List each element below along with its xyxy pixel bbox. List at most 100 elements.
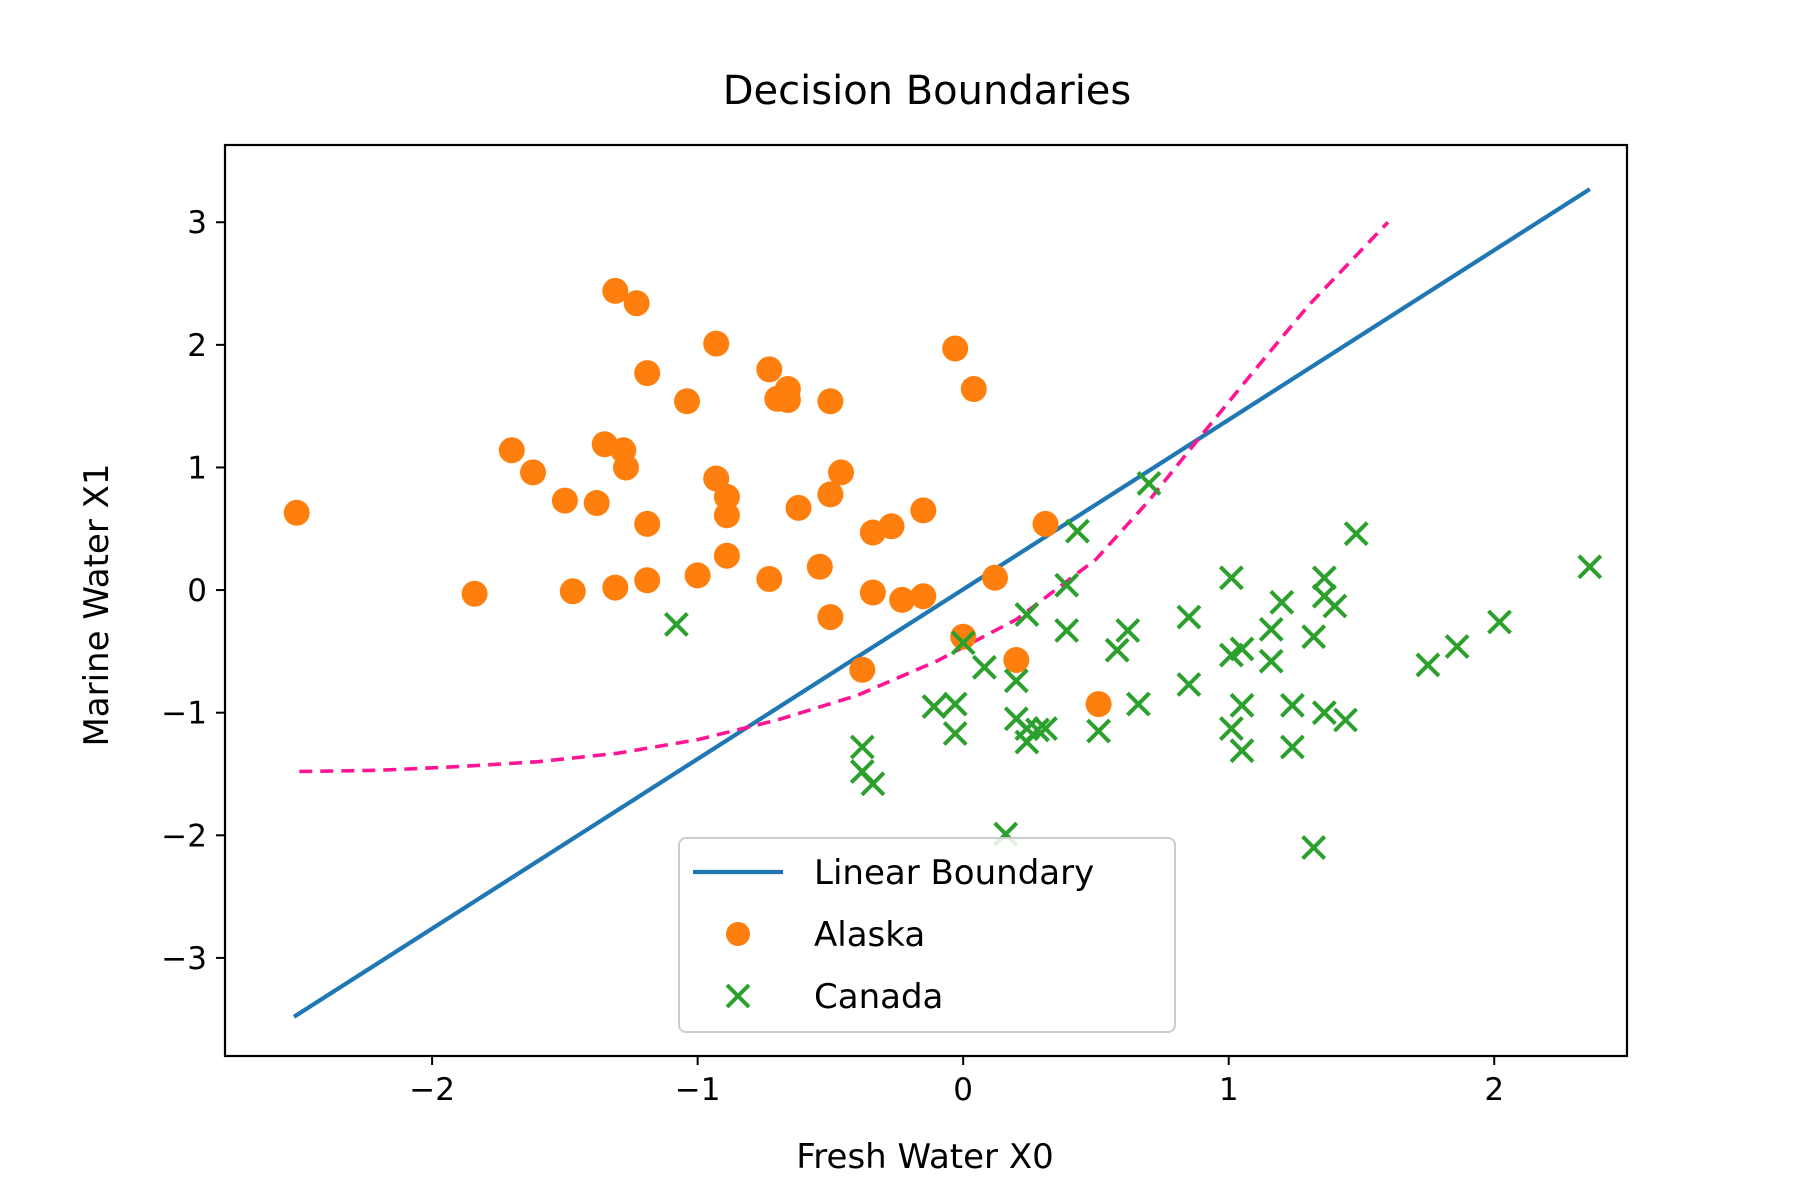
alaska-point [889,586,916,613]
alaska-point [859,579,886,606]
canada-point [1343,521,1369,547]
alaska-point [703,330,730,357]
alaska-point [1032,510,1059,537]
legend-alaska-swatch [726,922,750,946]
alaska-point [817,604,844,631]
canada-point [1229,636,1255,662]
canada-point [1176,604,1202,630]
alaska-point [623,290,650,317]
legend: Linear Boundary Alaska Canada [678,837,1176,1033]
alaska-point [602,574,629,601]
x-ticks: −2 −1 0 1 2 [409,1056,1504,1108]
x-tick-label: −2 [409,1072,455,1108]
canada-point [1176,672,1202,697]
alaska-point [950,623,977,650]
canada-point [860,771,886,797]
canada-point [1258,648,1284,674]
alaska-point [910,497,937,524]
canada-point [1301,835,1327,861]
alaska-point [498,437,525,464]
alaska-point [982,564,1008,591]
canada-point [1229,692,1255,718]
alaska-point [817,388,844,415]
canada-point [942,721,968,746]
alaska-point [960,376,987,402]
x-tick-label: 2 [1484,1072,1504,1108]
legend-label-linear: Linear Boundary [814,853,1094,893]
alaska-point [674,388,700,415]
canada-point [921,694,947,720]
alaska-point [634,360,661,387]
y-tick-label: 1 [187,450,207,486]
canada-point [849,734,875,760]
canada-point [1125,691,1151,717]
canada-point [1269,589,1295,615]
canada-point [1444,634,1470,659]
y-tick-label: −1 [161,696,207,732]
y-tick-label: −3 [161,941,207,977]
chart-title: Decision Boundaries [723,68,1132,114]
alaska-point [785,494,812,521]
canada-point [1333,707,1358,733]
y-tick-label: 0 [187,573,207,609]
alaska-point [910,583,937,610]
y-axis-label: Marine Water X1 [77,463,117,746]
canada-point [971,654,997,680]
alaska-point [849,656,876,683]
alaska-point [828,459,854,486]
alaska-point [756,566,783,592]
alaska-point [583,490,610,516]
canada-point [1054,572,1080,598]
alaska-point [559,578,586,605]
canada-point [1104,637,1130,663]
alaska-point [461,580,488,607]
alaska-point [713,502,740,529]
canada-point [663,611,689,637]
canada-point [1311,565,1337,591]
canada-point [1086,718,1112,744]
alaska-point [602,277,629,304]
canada-point [1218,565,1244,591]
canada-point [1311,700,1337,726]
alaska-point [613,454,639,481]
canada-point [1577,554,1603,580]
legend-canada-swatch [725,983,751,1009]
alaska-point [1003,647,1030,673]
y-tick-label: 2 [187,328,207,364]
canada-point [1229,738,1255,764]
plot-frame [223,143,1629,1058]
alaska-point [878,513,905,540]
alaska-point [756,356,783,383]
canada-point [1218,716,1244,742]
legend-label-canada: Canada [814,977,943,1017]
alaska-point [283,499,310,526]
x-axis-label: Fresh Water X0 [796,1137,1054,1177]
legend-box [678,837,1176,1033]
canada-point [1136,470,1162,496]
alaska-point [817,481,844,508]
canada-point [1301,624,1327,650]
alaska-point [1085,691,1112,718]
alaska-point [634,567,661,594]
alaska-point [774,387,801,413]
x-tick-label: −1 [675,1072,721,1108]
alaska-point [942,335,969,362]
y-tick-label: −2 [161,818,207,854]
y-tick-label: 3 [187,205,207,241]
canada-point [1003,668,1029,694]
canada-point [942,691,968,717]
canada-point [1279,692,1305,718]
alaska-point [713,542,740,569]
canada-point [1487,609,1512,635]
canada-point [1014,602,1040,628]
alaska-point [684,562,711,589]
alaska-point [806,553,833,580]
x-tick-label: 0 [953,1072,973,1108]
legend-label-alaska: Alaska [814,915,925,955]
linear-boundary-line [292,187,1591,1019]
nonlinear-boundary-curve [299,220,1390,774]
canada-point [1064,518,1090,544]
canada-point [1054,618,1080,643]
alaska-point [634,510,661,537]
